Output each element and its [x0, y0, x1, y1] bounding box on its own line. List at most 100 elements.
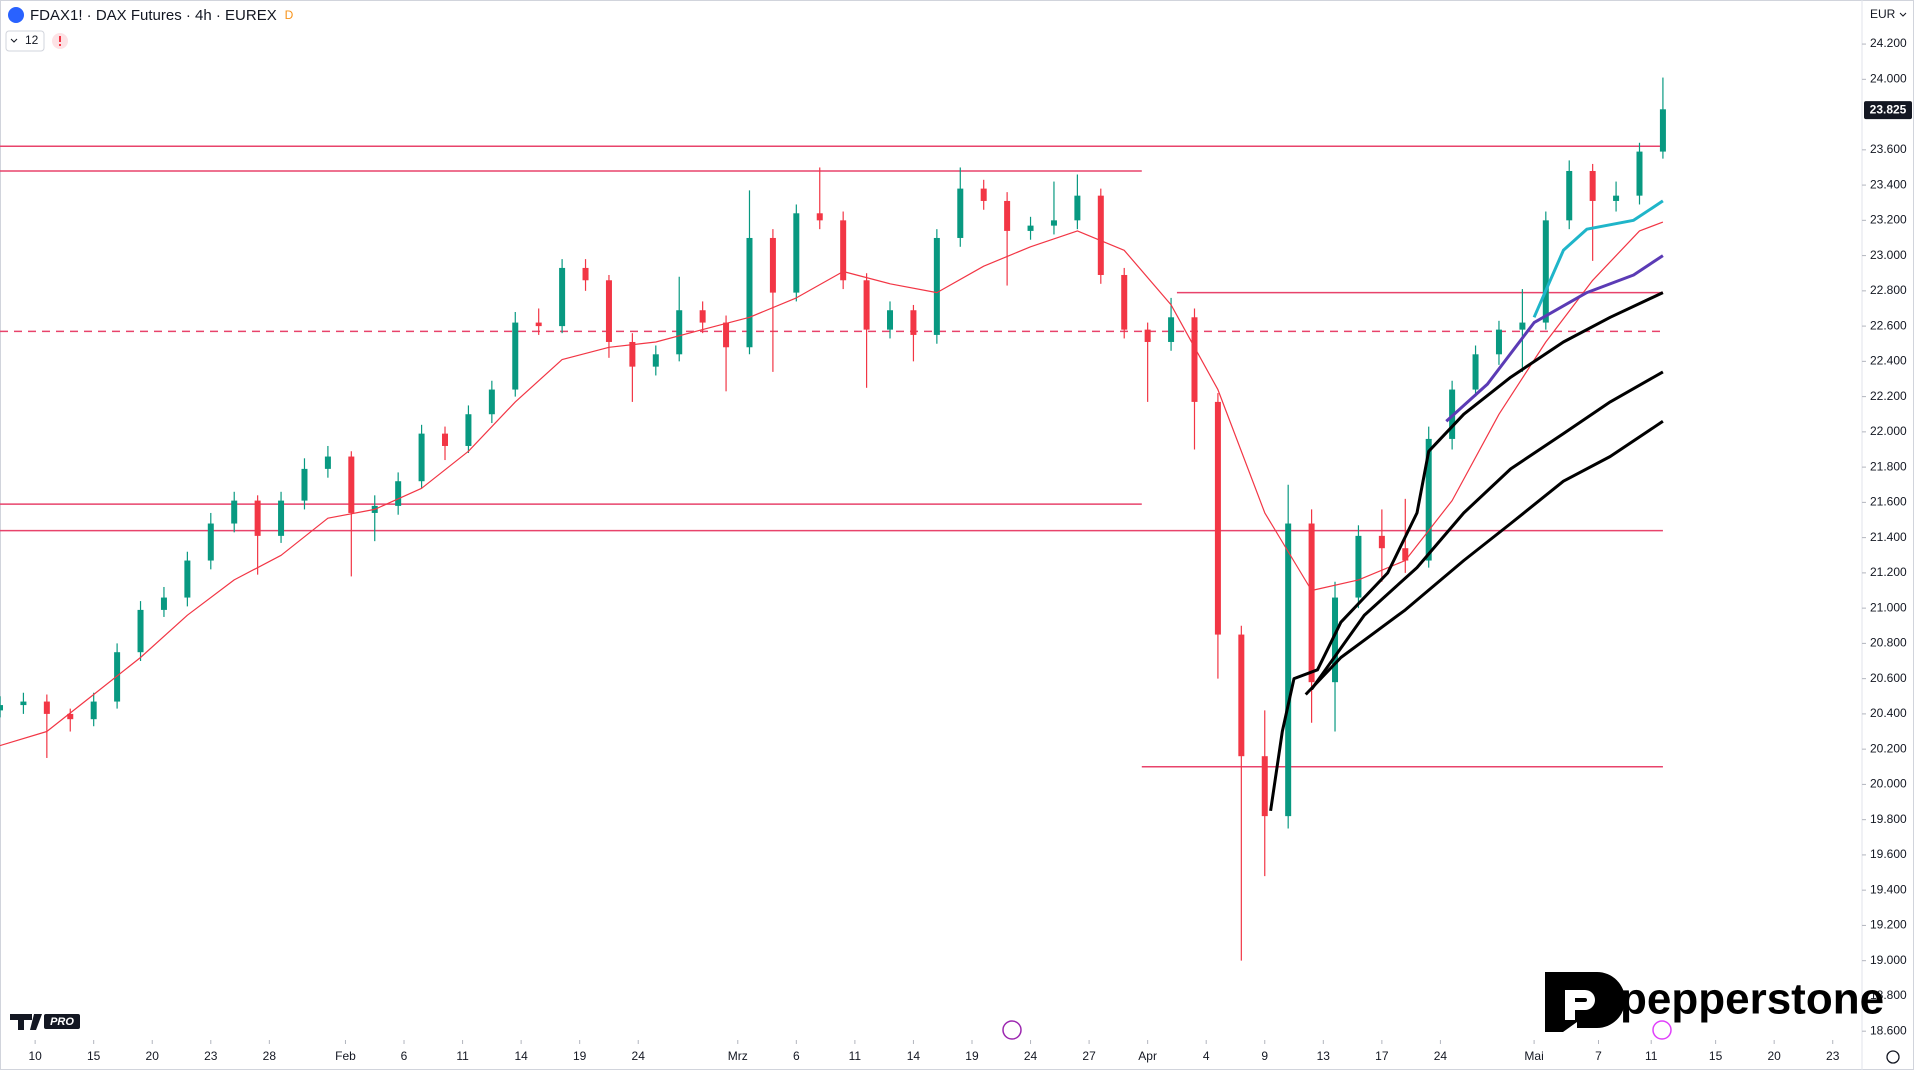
y-tick-label: 23.200 — [1870, 213, 1907, 227]
y-tick-label: 19.400 — [1870, 882, 1907, 896]
platform-badge: PRO — [50, 1016, 74, 1028]
candle-body — [1425, 438, 1432, 561]
x-tick-label: 24 — [1024, 1049, 1038, 1063]
logo-letter — [1565, 990, 1595, 1020]
currency-chevron — [1899, 12, 1907, 17]
x-tick-label: Mai — [1524, 1049, 1543, 1063]
y-tick-label: 21.400 — [1870, 530, 1907, 544]
replay-button[interactable] — [1002, 1020, 1022, 1040]
last-price-box — [1864, 101, 1912, 120]
indicator-line — [1310, 370, 1664, 691]
candle-body — [1589, 170, 1596, 201]
candle-body — [1542, 220, 1549, 323]
x-tick-label: 19 — [573, 1049, 587, 1063]
candle-body — [1285, 523, 1292, 817]
y-tick-label: 19.800 — [1870, 812, 1907, 826]
chart-title: FDAX1! · DAX Futures · 4h · EUREX — [30, 7, 277, 24]
candle-body — [324, 456, 331, 469]
x-tick-label: 11 — [849, 1049, 862, 1063]
x-tick-label: 14 — [907, 1049, 921, 1063]
x-tick-label: 11 — [456, 1049, 469, 1063]
candle-body — [933, 237, 940, 335]
candle-body — [1238, 634, 1245, 757]
x-tick-label: 20 — [146, 1049, 160, 1063]
x-tick-label: 6 — [793, 1049, 800, 1063]
logo-part — [30, 1014, 42, 1030]
candle-body — [769, 237, 776, 293]
warning-dot — [59, 44, 61, 46]
candle-body — [746, 237, 753, 348]
candle-body — [1472, 354, 1479, 390]
candle-body — [301, 468, 308, 501]
candle-body — [1355, 535, 1362, 598]
candle-body — [793, 213, 800, 293]
x-tick-label: 7 — [1595, 1049, 1602, 1063]
indicator-line — [1269, 291, 1664, 812]
candle-body — [1097, 195, 1104, 275]
x-tick-label: 19 — [965, 1049, 979, 1063]
warning-mark — [59, 36, 61, 42]
candle-body — [1495, 329, 1502, 355]
candle-body — [1050, 220, 1057, 226]
candle-body — [910, 310, 917, 335]
candle-body — [816, 213, 823, 221]
candle-body — [699, 310, 706, 323]
y-tick-label: 23.600 — [1870, 142, 1907, 156]
candle-body — [1027, 225, 1034, 231]
x-tick-label: 4 — [1203, 1049, 1210, 1063]
candle-body — [160, 597, 167, 610]
settings-button[interactable] — [1886, 1050, 1900, 1064]
candle-body — [184, 560, 191, 598]
y-tick-label: 18.600 — [1870, 1023, 1907, 1037]
candle-body — [980, 188, 987, 201]
alert-button[interactable] — [1652, 1020, 1672, 1040]
candle-body — [676, 310, 683, 355]
candle-body — [114, 652, 121, 702]
symbol-icon — [8, 7, 24, 23]
candle-body — [1613, 195, 1620, 201]
candle-body — [652, 354, 659, 367]
candle-body — [535, 322, 542, 327]
y-tick-label: 22.800 — [1870, 283, 1907, 297]
x-tick-label: 24 — [1434, 1049, 1448, 1063]
candle-body — [231, 500, 238, 524]
indicator-line — [1532, 199, 1664, 318]
candle-body — [1168, 317, 1175, 342]
currency[interactable]: EUR — [1870, 7, 1896, 21]
y-tick-label: 20.000 — [1870, 777, 1907, 791]
y-tick-label: 19.600 — [1870, 847, 1907, 861]
y-tick-label: 20.600 — [1870, 671, 1907, 685]
x-tick-label: 14 — [514, 1049, 528, 1063]
candle-body — [605, 280, 612, 342]
candle-body — [1004, 200, 1011, 231]
candle-body — [1659, 109, 1666, 152]
y-tick-label: 19.200 — [1870, 918, 1907, 932]
candle-body — [840, 220, 847, 281]
candle-body — [1191, 317, 1198, 402]
candle-body — [559, 267, 566, 327]
y-tick-label: 21.200 — [1870, 565, 1907, 579]
candle-body — [957, 188, 964, 238]
x-tick-label: 15 — [1709, 1049, 1723, 1063]
indicator-toggle[interactable] — [5, 30, 45, 52]
header: FDAX1! · DAX Futures · 4h · EUREX D 12 — [5, 6, 298, 52]
x-tick-label: 10 — [28, 1049, 42, 1063]
y-tick-label: 20.200 — [1870, 741, 1907, 755]
candle-body — [1308, 523, 1315, 683]
candle-body — [278, 500, 285, 536]
candle-body — [348, 456, 355, 513]
x-tick-label: Feb — [335, 1049, 356, 1063]
candle-body — [723, 322, 730, 348]
indicator-count[interactable]: 12 — [25, 33, 39, 47]
candle-body — [1636, 151, 1643, 196]
y-tick-label: 19.000 — [1870, 953, 1907, 967]
tv-logo: PRO — [10, 1014, 80, 1030]
candle-body — [1214, 401, 1221, 635]
y-tick-label: 22.000 — [1870, 424, 1907, 438]
candle-body — [1261, 756, 1268, 817]
x-tick-label: 23 — [1826, 1049, 1840, 1063]
indicator-line — [1445, 254, 1664, 423]
candle-body — [90, 701, 97, 720]
